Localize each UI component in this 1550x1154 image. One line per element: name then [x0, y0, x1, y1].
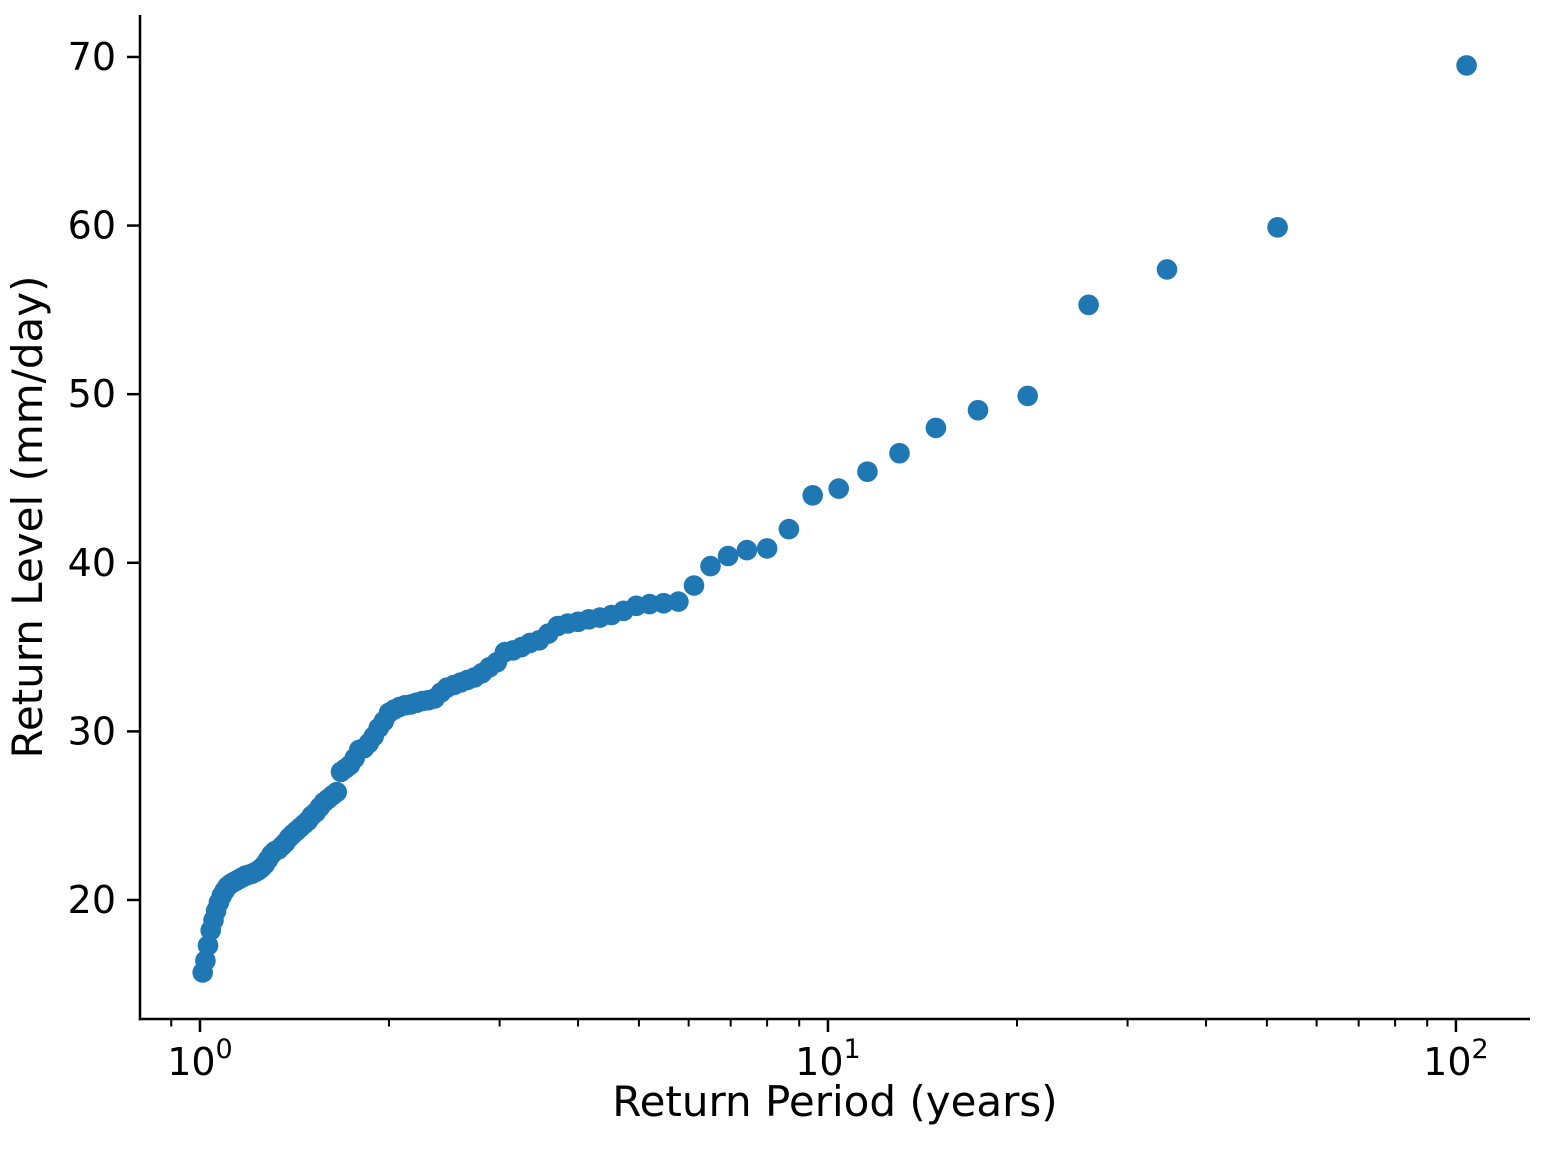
data-point [778, 518, 800, 540]
y-tick-label: 60 [68, 204, 116, 248]
data-point [1078, 294, 1099, 316]
y-major-ticks [127, 55, 140, 902]
data-point [802, 485, 823, 506]
x-major-ticks [198, 1019, 1458, 1032]
data-point [925, 417, 947, 439]
data-point [192, 962, 213, 983]
y-axis-label: Return Level (mm/day) [3, 276, 52, 759]
x-tick-label: 100 [167, 1034, 233, 1084]
x-minor-ticks [170, 1019, 1429, 1027]
data-point [1017, 385, 1038, 407]
data-points-group [192, 55, 1477, 983]
data-point [683, 575, 705, 596]
data-point [967, 399, 989, 421]
data-point [197, 935, 219, 956]
y-tick-label: 20 [68, 878, 116, 922]
data-point [736, 539, 758, 561]
y-tick-labels: 20 30 40 50 60 70 [68, 35, 116, 922]
y-tick-label: 30 [68, 709, 116, 753]
data-point [756, 538, 778, 559]
data-point [1156, 259, 1178, 280]
data-point [200, 920, 221, 941]
data-point [857, 461, 878, 483]
x-axis-label: Return Period (years) [612, 1077, 1057, 1126]
data-point [1456, 55, 1477, 76]
data-point [717, 545, 739, 567]
y-tick-label: 70 [68, 35, 116, 79]
data-point [1267, 217, 1288, 238]
data-point [700, 555, 721, 577]
x-tick-label: 101 [795, 1034, 861, 1084]
y-tick-label: 50 [68, 372, 116, 416]
data-point [889, 442, 910, 464]
x-tick-label: 102 [1423, 1034, 1489, 1084]
y-tick-label: 40 [68, 541, 116, 585]
plot-area: 100 101 102 20 30 40 50 60 70 Return Period (ye… [3, 15, 1530, 1126]
x-tick-labels: 100 101 102 [167, 1034, 1489, 1084]
data-point [330, 761, 352, 783]
data-point [828, 478, 849, 499]
